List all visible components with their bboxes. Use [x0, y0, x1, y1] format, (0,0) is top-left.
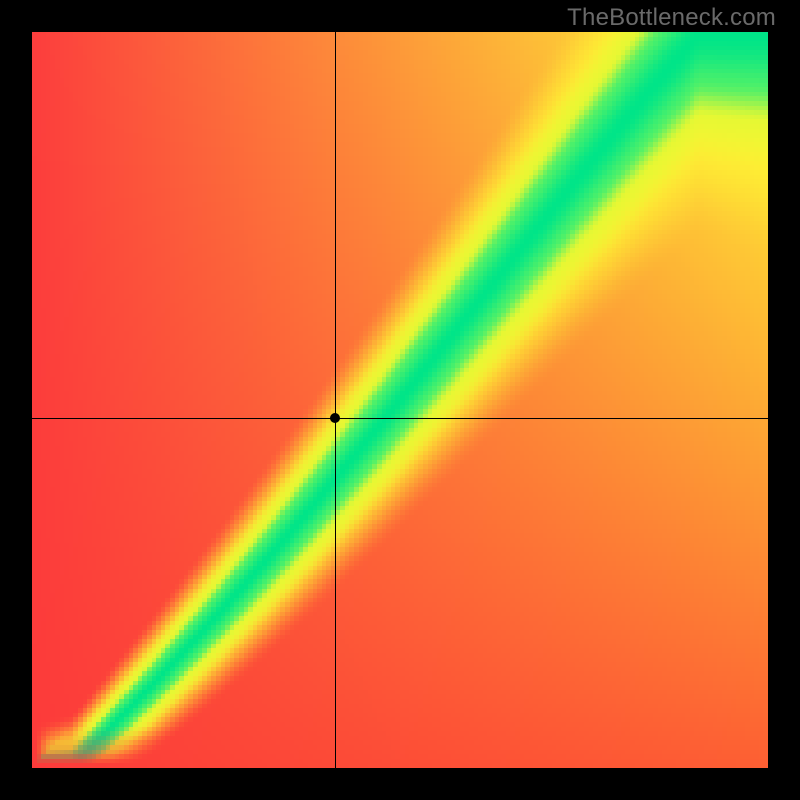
- watermark-text: TheBottleneck.com: [567, 4, 776, 32]
- bottleneck-heatmap: [32, 32, 768, 768]
- crosshair-vertical: [335, 32, 336, 768]
- crosshair-horizontal: [32, 418, 768, 419]
- chart-container: TheBottleneck.com: [0, 0, 800, 800]
